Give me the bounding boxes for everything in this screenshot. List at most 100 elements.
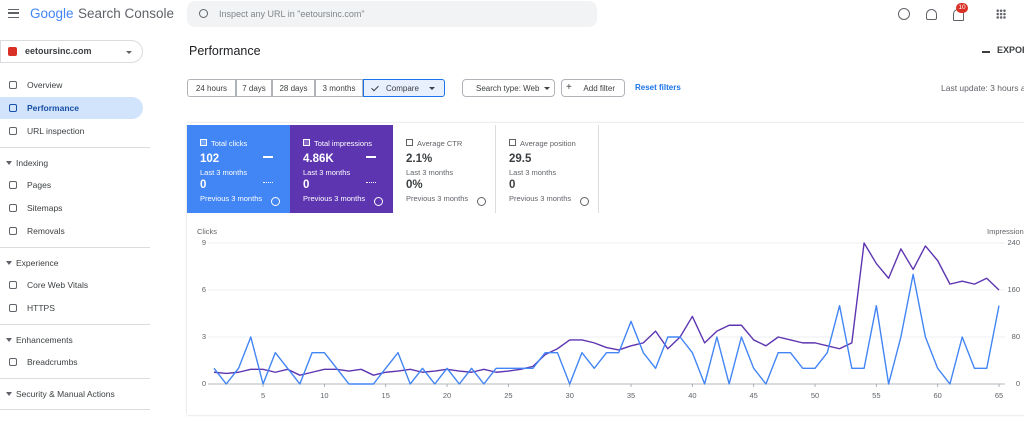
y2-tick-label: 240 <box>1007 238 1020 247</box>
help-icon <box>374 197 383 206</box>
compare-button[interactable]: Compare <box>363 79 445 97</box>
nav-item[interactable]: Overview <box>0 74 143 96</box>
metric-period: Last 3 months <box>303 168 351 177</box>
help-icon <box>477 197 486 206</box>
logo-product: Search Console <box>78 6 175 21</box>
dropdown-arrow <box>126 51 132 54</box>
metric-period: Last 3 months <box>200 168 248 177</box>
x-tick-label: 5 <box>261 391 265 400</box>
y2-axis-label: Impressions <box>987 227 1024 236</box>
nav-icon <box>9 358 17 366</box>
property-icon <box>8 47 17 56</box>
nav-item[interactable]: HTTPS <box>0 297 143 319</box>
metric-card[interactable]: Average CTR 2.1% Last 3 months 0% Previous 3… <box>393 125 496 213</box>
nav-icon <box>9 81 17 89</box>
range-button[interactable]: 28 days <box>272 79 315 97</box>
add-filter-button[interactable]: Add filter <box>561 79 625 97</box>
metric-value: 29.5 <box>509 153 532 165</box>
metric-checkbox <box>200 139 207 146</box>
y2-tick-label: 160 <box>1007 285 1020 294</box>
series-line <box>213 273 1000 385</box>
metric-card[interactable]: Average position 29.5 Last 3 months 0 Previo… <box>496 125 599 213</box>
nav-item[interactable]: URL inspection <box>0 120 143 142</box>
menu-button[interactable] <box>8 9 19 18</box>
metric-card[interactable]: Total clicks 102 Last 3 months 0 Previous 3 … <box>187 125 290 213</box>
metric-prev-value: 0% <box>406 179 423 191</box>
divider <box>0 324 150 325</box>
y-tick-label: 0 <box>202 379 206 388</box>
metric-label: Average position <box>520 139 576 148</box>
series-line <box>213 242 1000 376</box>
nav-item[interactable]: Core Web Vitals <box>0 274 143 296</box>
x-tick-label: 65 <box>995 391 1003 400</box>
metric-checkbox <box>509 139 516 146</box>
x-tick-label: 40 <box>688 391 696 400</box>
range-button[interactable]: 7 days <box>236 79 272 97</box>
metric-checkbox <box>406 139 413 146</box>
apps-icon[interactable] <box>996 9 1006 19</box>
nav-icon <box>9 181 17 189</box>
search-type-button[interactable]: Search type: Web <box>462 79 555 97</box>
logo-google: Google <box>30 6 74 21</box>
metric-prev-period: Previous 3 months <box>406 194 469 203</box>
nav-item[interactable]: Breadcrumbs <box>0 351 143 373</box>
dropdown-arrow <box>429 87 435 90</box>
x-tick-label: 45 <box>750 391 758 400</box>
help-icon <box>271 197 280 206</box>
nav-item[interactable]: Removals <box>0 220 143 242</box>
y-axis-label: Clicks <box>197 227 217 236</box>
metric-prev-period: Previous 3 months <box>200 194 263 203</box>
nav-icon <box>6 392 12 396</box>
range-button[interactable]: 24 hours <box>187 79 236 97</box>
metric-label: Total clicks <box>211 139 248 148</box>
range-button[interactable]: 3 months <box>315 79 363 97</box>
metric-value: 2.1% <box>406 153 433 165</box>
metric-label: Total impressions <box>314 139 372 148</box>
nav-section[interactable]: Enhancements <box>0 329 143 351</box>
nav-icon <box>9 104 17 112</box>
metric-period: Last 3 months <box>406 168 454 177</box>
nav-icon <box>6 338 12 342</box>
notification-badge: 10 <box>956 3 968 13</box>
nav-item[interactable]: Performance <box>0 97 143 119</box>
nav-section[interactable]: Security & Manual Actions <box>0 383 143 405</box>
x-tick-label: 50 <box>811 391 819 400</box>
help-icon[interactable] <box>898 8 910 20</box>
metric-prev-value: 0 <box>303 179 310 191</box>
x-tick-label: 60 <box>934 391 942 400</box>
nav-section[interactable]: Experience <box>0 252 143 274</box>
y2-tick-label: 0 <box>1016 379 1020 388</box>
check-icon <box>371 83 379 92</box>
legend-solid <box>366 156 376 158</box>
metric-prev-value: 0 <box>509 179 516 191</box>
x-tick-label: 10 <box>320 391 328 400</box>
reset-filters-link[interactable]: Reset filters <box>635 83 681 92</box>
metric-card[interactable]: Total impressions 4.86K Last 3 months 0 Prev… <box>290 125 393 213</box>
export-icon <box>982 45 990 53</box>
x-tick-label: 35 <box>627 391 635 400</box>
nav-icon <box>9 281 17 289</box>
users-icon[interactable] <box>926 9 937 20</box>
metric-value: 102 <box>200 153 220 165</box>
search-box[interactable]: Inspect any URL in "eetoursinc.com" <box>187 1 597 27</box>
metric-prev-period: Previous 3 months <box>509 194 572 203</box>
metric-period: Last 3 months <box>509 168 557 177</box>
last-update: Last update: 3 hours ago <box>941 83 1024 93</box>
nav-icon <box>9 227 17 235</box>
nav-item[interactable]: Sitemaps <box>0 197 143 219</box>
dropdown-arrow <box>544 87 550 90</box>
metric-prev-value: 0 <box>200 179 207 191</box>
nav-section[interactable]: Indexing <box>0 152 143 174</box>
export-button[interactable]: EXPORT <box>997 45 1024 55</box>
x-tick-label: 25 <box>504 391 512 400</box>
y-tick-label: 9 <box>202 238 206 247</box>
nav-icon <box>6 161 12 165</box>
nav-item[interactable]: Pages <box>0 174 143 196</box>
y-tick-label: 3 <box>202 332 206 341</box>
property-selector[interactable]: eetoursinc.com <box>0 40 143 63</box>
y2-tick-label: 80 <box>1012 332 1020 341</box>
divider <box>0 378 150 379</box>
nav-icon <box>9 204 17 212</box>
plus-icon: + <box>566 82 572 93</box>
